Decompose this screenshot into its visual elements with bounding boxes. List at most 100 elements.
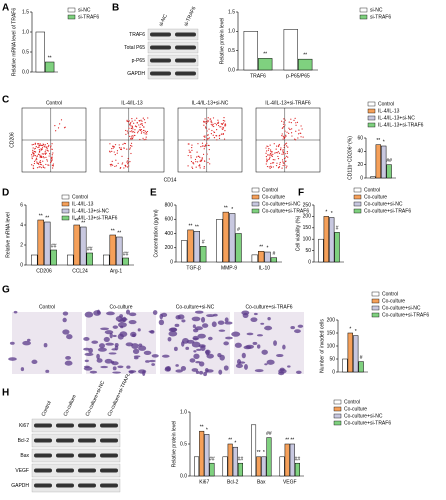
flow-event xyxy=(136,117,138,119)
flow-event xyxy=(50,145,52,147)
flow-event xyxy=(130,144,132,147)
flow-event xyxy=(35,146,37,148)
flow-event xyxy=(134,131,136,133)
flow-event xyxy=(38,166,40,168)
flow-event xyxy=(297,133,300,135)
legend-label: Co-culture+si-TRAF6 xyxy=(364,208,411,214)
significance: ## xyxy=(238,457,244,463)
cell xyxy=(177,314,185,320)
flow-event xyxy=(283,118,285,120)
flow-event xyxy=(285,134,287,136)
y-tick-label: 0 xyxy=(170,259,173,265)
cell xyxy=(64,360,73,366)
cell xyxy=(218,329,226,332)
flow-event xyxy=(140,123,142,125)
y-tick-label: 150 xyxy=(303,225,312,231)
flow-event xyxy=(284,119,286,121)
significance: # xyxy=(336,226,339,232)
cell xyxy=(65,355,71,360)
significance: ## xyxy=(209,457,215,463)
flow-event xyxy=(40,149,43,151)
flow-event xyxy=(111,164,114,166)
flow-event xyxy=(36,143,39,145)
flow-event xyxy=(124,142,126,145)
flow-event xyxy=(111,148,113,150)
cell xyxy=(167,336,172,342)
bar xyxy=(294,462,300,477)
bar xyxy=(381,145,387,179)
cell xyxy=(133,355,141,358)
flow-event xyxy=(113,151,115,153)
flow-event xyxy=(203,145,205,147)
bar xyxy=(50,249,57,266)
flow-event xyxy=(191,146,193,149)
flow-event xyxy=(141,131,143,133)
legend-label: IL-4/IL-13+si-TRAF6 xyxy=(378,122,424,128)
cell xyxy=(98,343,106,349)
legend-label: IL-4/IL-13+si-NC xyxy=(378,115,415,121)
flow-event xyxy=(64,126,66,128)
cell xyxy=(199,370,204,375)
cell xyxy=(108,352,117,355)
flow-event xyxy=(275,151,277,154)
cell xyxy=(295,370,302,374)
flow-event xyxy=(293,119,295,121)
flow-event xyxy=(32,147,34,149)
legend-label: Co-culture+si-NC xyxy=(344,413,383,419)
flow-event xyxy=(205,144,207,147)
legend-label: Control xyxy=(378,101,394,107)
flow-event xyxy=(215,124,218,126)
flow-event xyxy=(284,160,287,163)
legend-label: Co-culture xyxy=(344,406,367,412)
y-axis-label: Relative protein level xyxy=(171,421,177,467)
flow-event xyxy=(201,145,204,147)
flow-event xyxy=(41,147,44,149)
legend-label: Co-culture+si-NC xyxy=(262,201,301,207)
y-axis-label: Relative mRNA level of TRAF6 xyxy=(11,8,17,76)
flow-event xyxy=(121,155,123,157)
cell xyxy=(106,311,115,316)
cell xyxy=(89,370,98,374)
cell xyxy=(118,322,127,328)
bar xyxy=(180,240,188,263)
y-tick-label: 1.5 xyxy=(228,9,235,15)
flow-event xyxy=(31,154,33,156)
flow-event xyxy=(206,130,208,132)
significance: ## xyxy=(51,243,57,249)
flow-event xyxy=(37,163,40,165)
cell xyxy=(115,316,124,322)
flow-event xyxy=(282,123,285,125)
flow-event xyxy=(302,136,304,138)
flow-event xyxy=(187,165,189,167)
flow-y-label: CD206 xyxy=(9,132,15,148)
cell xyxy=(273,340,277,346)
y-tick-label: 40 xyxy=(357,149,363,155)
flow-event xyxy=(142,137,144,139)
flow-event xyxy=(203,135,205,137)
cell xyxy=(225,336,233,340)
flow-event xyxy=(126,130,128,132)
bar xyxy=(227,443,233,477)
flow-event xyxy=(39,150,41,152)
flow-event xyxy=(206,142,208,144)
flow-event xyxy=(284,130,286,132)
flow-event xyxy=(114,144,117,146)
significance: ** xyxy=(81,220,85,226)
legend-label: si-TRAF6 xyxy=(370,14,391,20)
y-axis-label: Number of invaded cells xyxy=(319,319,325,373)
cell xyxy=(173,346,178,352)
blot-row-label: p-P65 xyxy=(132,58,146,64)
flow-event xyxy=(200,146,202,148)
significance: ** xyxy=(290,437,294,443)
flow-event xyxy=(283,137,285,139)
flow-event xyxy=(125,166,127,168)
flow-event xyxy=(141,120,143,122)
flow-event xyxy=(280,147,282,149)
bar xyxy=(122,257,129,266)
flow-event xyxy=(147,117,149,119)
flow-event xyxy=(143,139,145,141)
flow-event xyxy=(201,142,204,144)
y-tick-label: 4 xyxy=(20,222,23,228)
flow-title: IL-4/IL-13 xyxy=(121,100,143,106)
significance: ## xyxy=(123,251,129,257)
